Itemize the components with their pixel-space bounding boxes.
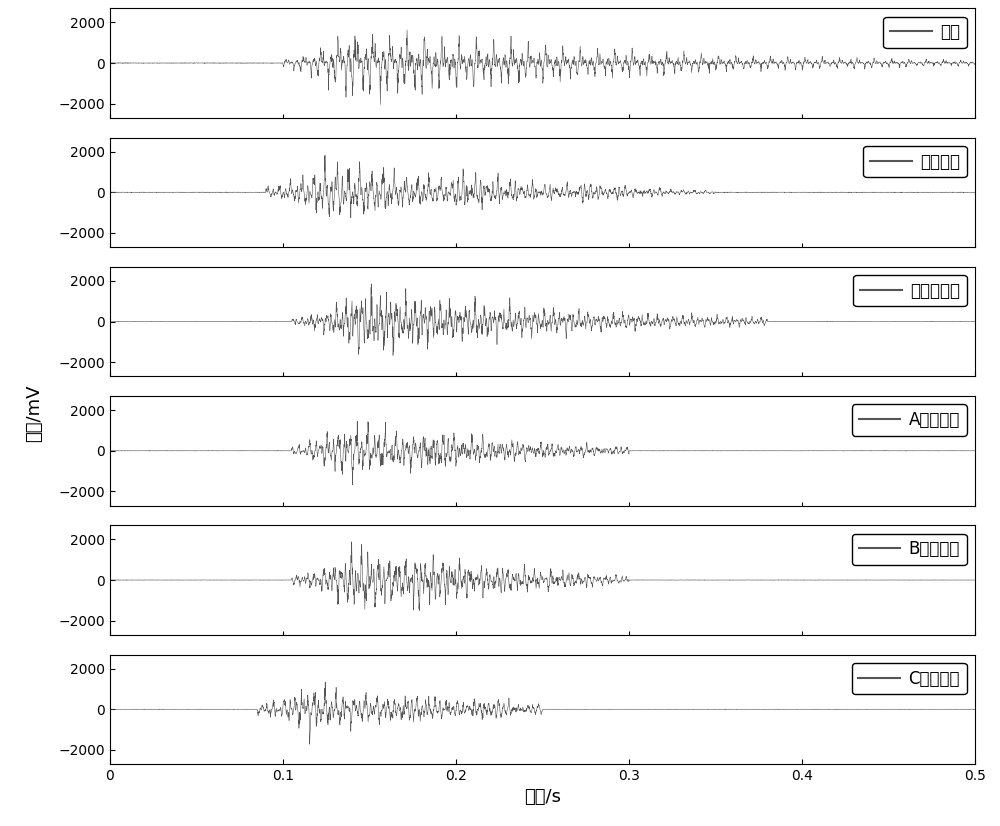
Legend: 虚假合闸: 虚假合闸 (863, 146, 967, 178)
Text: 幅値/mV: 幅値/mV (25, 384, 43, 442)
Legend: B相不同期: B相不同期 (852, 534, 967, 565)
X-axis label: 时间/s: 时间/s (524, 789, 561, 806)
Legend: C相不同期: C相不同期 (852, 662, 967, 694)
Legend: 分闸不彻底: 分闸不彻底 (853, 275, 967, 306)
Legend: 正常: 正常 (883, 17, 967, 48)
Legend: A相不同期: A相不同期 (852, 405, 967, 435)
